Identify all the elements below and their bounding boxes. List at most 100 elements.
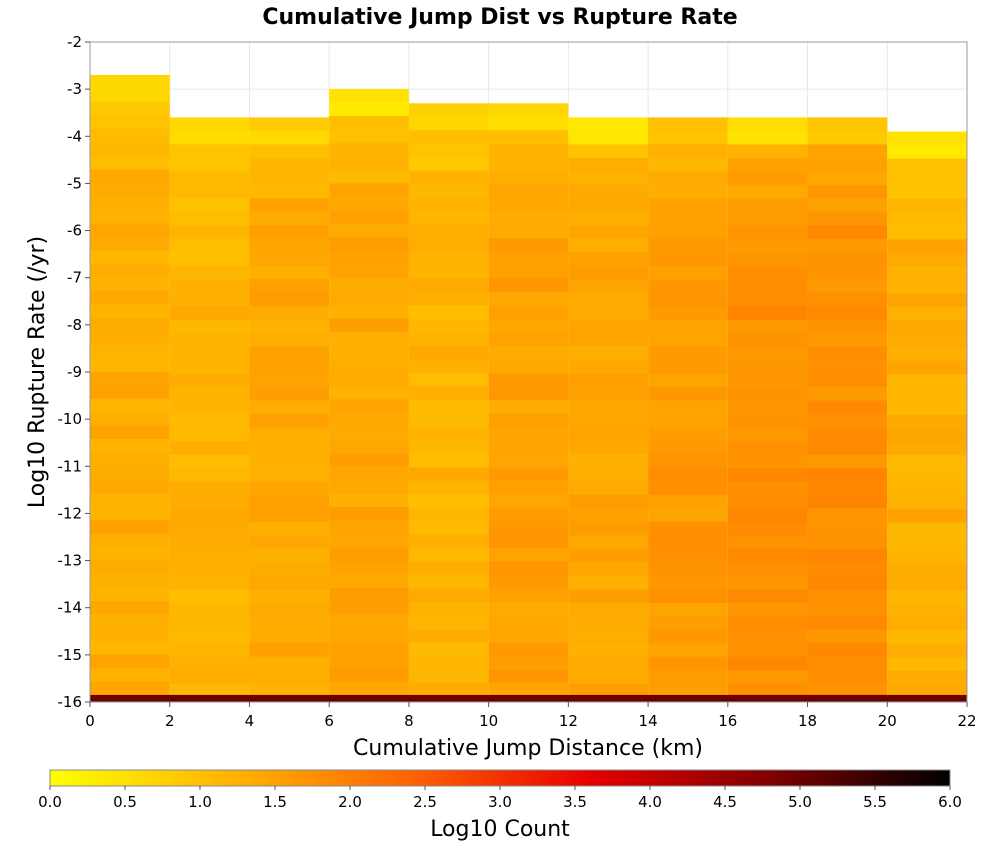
- heatmap-cell: [488, 426, 569, 441]
- heatmap-cell: [249, 225, 330, 240]
- heatmap-cell: [887, 266, 967, 281]
- heatmap-cell: [568, 360, 649, 375]
- heatmap-cell: [488, 211, 569, 226]
- heatmap-cell: [648, 602, 728, 617]
- heatmap-cells: [90, 75, 967, 702]
- heatmap-cell: [727, 562, 808, 577]
- heatmap-cell: [329, 601, 409, 616]
- heatmap-cell: [648, 494, 728, 509]
- heatmap-cell: [727, 643, 808, 658]
- heatmap-cell: [488, 278, 569, 293]
- heatmap-cell: [249, 333, 330, 348]
- heatmap-cell: [727, 670, 808, 685]
- heatmap-cell: [408, 386, 489, 401]
- heatmap-cell: [329, 453, 409, 468]
- heatmap-cell: [408, 683, 489, 696]
- heatmap-cell: [648, 562, 728, 577]
- heatmap-cell: [568, 306, 649, 321]
- heatmap-cell: [90, 304, 170, 319]
- heatmap-cell: [648, 400, 728, 415]
- heatmap-cell: [329, 277, 409, 292]
- heatmap-cell: [488, 305, 569, 320]
- heatmap-cell: [488, 507, 569, 522]
- heatmap-cell: [887, 563, 967, 578]
- heatmap-cell: [488, 669, 569, 684]
- heatmap-cell: [727, 387, 808, 402]
- heatmap-cell: [568, 117, 649, 132]
- colorbar-tick-label: 0.5: [113, 793, 137, 811]
- heatmap-cell: [807, 387, 888, 402]
- heatmap-cell: [887, 630, 967, 645]
- heatmap-cell: [488, 292, 569, 307]
- colorbar: [49, 769, 951, 787]
- heatmap-cell: [887, 589, 967, 604]
- heatmap-cell: [249, 467, 330, 482]
- heatmap-cell: [329, 480, 409, 495]
- heatmap-cell: [169, 184, 250, 199]
- heatmap-cell: [169, 225, 250, 240]
- heatmap-cell: [488, 480, 569, 495]
- colorbar-tick-label: 5.5: [863, 793, 887, 811]
- x-axis-ticks: 0 2 4 6 8 10 12 14 16 18 20 22: [85, 702, 977, 730]
- heatmap-cell: [249, 629, 330, 644]
- heatmap-cell: [408, 399, 489, 414]
- x-tick-label: 14: [639, 712, 658, 730]
- heatmap-cell: [408, 561, 489, 576]
- heatmap-cell: [648, 535, 728, 550]
- heatmap-cell: [727, 400, 808, 415]
- heatmap-cell: [249, 589, 330, 604]
- x-tick-label: 8: [404, 712, 414, 730]
- heatmap-cell: [329, 628, 409, 643]
- heatmap-cell: [408, 642, 489, 657]
- heatmap-cell: [90, 533, 170, 548]
- heatmap-cell: [329, 170, 409, 185]
- heatmap-cell: [408, 467, 489, 482]
- heatmap-cell: [408, 116, 489, 131]
- heatmap-cell: [408, 534, 489, 549]
- heatmap-cell: [648, 184, 728, 199]
- heatmap-cell: [887, 657, 967, 672]
- heatmap-cell: [249, 521, 330, 536]
- heatmap-cell: [727, 252, 808, 267]
- heatmap-cell: [329, 520, 409, 535]
- y-tick-label: -13: [58, 552, 83, 570]
- heatmap-cell: [648, 117, 728, 132]
- colorbar-label: Log10 Count: [430, 817, 570, 842]
- heatmap-cell: [568, 535, 649, 550]
- heatmap-cell: [90, 142, 170, 157]
- heatmap-cell: [727, 373, 808, 388]
- heatmap-cell: [408, 521, 489, 536]
- colorbar-tick-label: 3.0: [488, 793, 512, 811]
- heatmap-cell: [648, 643, 728, 658]
- heatmap-cell: [329, 318, 409, 333]
- heatmap-cell: [887, 522, 967, 537]
- heatmap-cell: [408, 440, 489, 455]
- heatmap-cell: [90, 385, 170, 400]
- heatmap-cell: [648, 454, 728, 469]
- x-tick-label: 10: [479, 712, 498, 730]
- heatmap-cell: [727, 225, 808, 240]
- heatmap-cell: [887, 536, 967, 551]
- heatmap-cell: [329, 493, 409, 508]
- heatmap-cell: [90, 223, 170, 238]
- heatmap-cell: [408, 184, 489, 199]
- heatmap-cell: [887, 185, 967, 200]
- heatmap-cell: [169, 508, 250, 523]
- heatmap-cell: [727, 333, 808, 348]
- heatmap-cell: [887, 320, 967, 335]
- heatmap-cell: [727, 414, 808, 429]
- colorbar-tick-label: 2.5: [413, 793, 437, 811]
- heatmap-cell: [329, 641, 409, 656]
- y-tick-label: -10: [58, 410, 83, 428]
- heatmap-cell: [329, 89, 409, 104]
- heatmap-cell: [169, 346, 250, 361]
- heatmap-cell: [568, 602, 649, 617]
- heatmap-cell: [727, 117, 808, 132]
- heatmap-cell: [807, 333, 888, 348]
- x-axis-label: Cumulative Jump Distance (km): [353, 736, 703, 761]
- heatmap-cell: [488, 399, 569, 414]
- heatmap-cell: [727, 575, 808, 590]
- heatmap-cell: [169, 319, 250, 334]
- heatmap-cell: [169, 616, 250, 631]
- heatmap-cell: [249, 117, 330, 132]
